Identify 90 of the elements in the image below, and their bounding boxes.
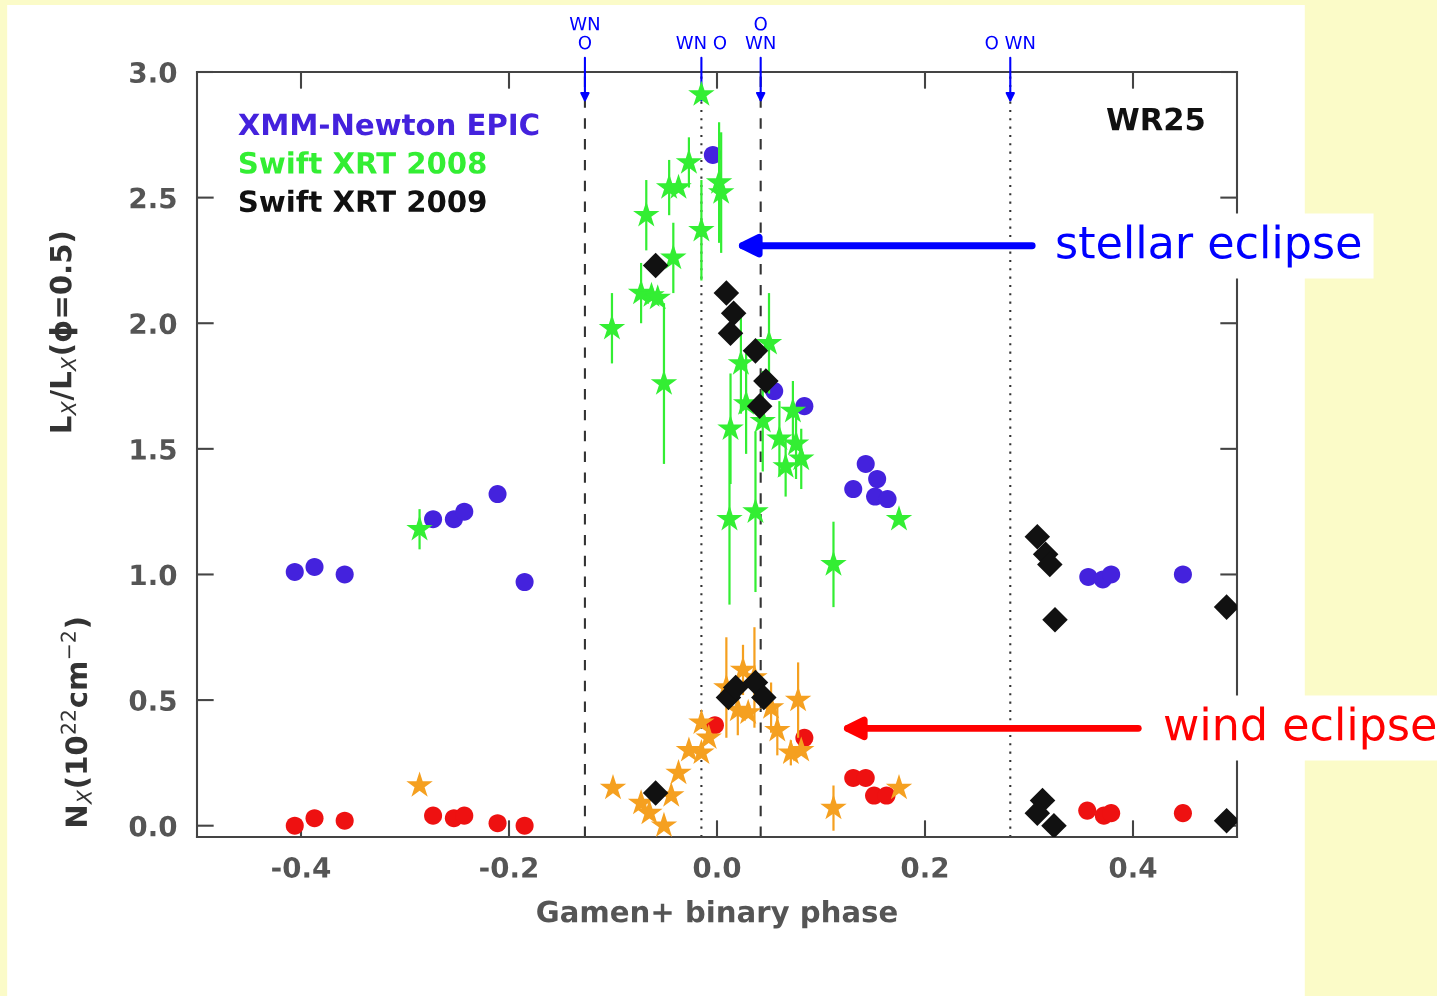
point bbox=[742, 338, 769, 364]
point bbox=[688, 708, 715, 734]
point bbox=[335, 565, 354, 584]
y-tick-label: 3.0 bbox=[130, 61, 177, 83]
x-tick-label: 0.2 bbox=[901, 856, 948, 878]
point bbox=[878, 490, 897, 509]
text: Swift XRT 2008 bbox=[239, 151, 486, 174]
point bbox=[746, 393, 773, 419]
point bbox=[779, 397, 807, 423]
point bbox=[695, 723, 722, 749]
point bbox=[688, 216, 715, 242]
point bbox=[633, 201, 660, 227]
ref-line-label: WN O bbox=[569, 17, 599, 50]
y-tick-label: 1.5 bbox=[131, 439, 176, 460]
point bbox=[1041, 812, 1067, 837]
point bbox=[285, 816, 304, 835]
annotation: WR25 bbox=[1106, 107, 1204, 131]
y-tick-label: 0.0 bbox=[129, 815, 177, 837]
point bbox=[599, 774, 627, 800]
point bbox=[642, 780, 669, 806]
point bbox=[788, 445, 815, 471]
point bbox=[406, 771, 433, 797]
point bbox=[488, 814, 507, 833]
point bbox=[642, 252, 669, 279]
point bbox=[660, 244, 687, 270]
point bbox=[844, 480, 863, 499]
text: XMM-Newton EPIC bbox=[238, 113, 539, 136]
point bbox=[727, 349, 755, 375]
y-tick-label: 1.0 bbox=[131, 564, 177, 586]
point bbox=[1042, 606, 1068, 633]
annotation: stellar eclipse bbox=[1057, 224, 1361, 268]
point bbox=[1102, 804, 1121, 823]
point bbox=[424, 510, 443, 529]
point bbox=[515, 816, 534, 835]
y-tick-label: 0.5 bbox=[129, 690, 176, 712]
x-tick-label: -0.2 bbox=[480, 856, 537, 878]
point bbox=[688, 80, 715, 106]
point bbox=[636, 799, 663, 825]
point bbox=[742, 669, 769, 696]
point bbox=[820, 794, 847, 820]
point bbox=[1173, 804, 1192, 823]
point bbox=[788, 736, 815, 762]
point bbox=[868, 469, 887, 489]
x-tick-label: -0.4 bbox=[272, 856, 331, 878]
point bbox=[885, 505, 913, 531]
point bbox=[713, 280, 740, 306]
y-tick-label: 2.0 bbox=[130, 313, 177, 335]
point bbox=[650, 811, 678, 837]
point bbox=[766, 424, 793, 451]
ref-line-label: O WN bbox=[985, 35, 1035, 50]
point bbox=[717, 414, 744, 440]
point bbox=[784, 686, 812, 712]
point bbox=[335, 811, 354, 830]
point bbox=[455, 806, 474, 825]
point bbox=[515, 572, 534, 592]
y-axis-title: L$_{X}$/L$_{X}$(ϕ=0.5) bbox=[49, 232, 78, 432]
point bbox=[455, 502, 474, 521]
point bbox=[665, 173, 692, 199]
point bbox=[1024, 524, 1051, 550]
point bbox=[1102, 565, 1121, 584]
point bbox=[717, 320, 744, 347]
point bbox=[716, 505, 743, 531]
point bbox=[406, 515, 433, 541]
point bbox=[742, 497, 769, 523]
text: Swift XRT 2009 bbox=[239, 189, 486, 213]
point bbox=[885, 774, 913, 800]
point bbox=[665, 759, 692, 785]
x-tick-label: 0.0 bbox=[693, 856, 741, 878]
point bbox=[488, 485, 507, 504]
point bbox=[856, 454, 875, 473]
point bbox=[305, 557, 324, 576]
ref-line-label: WN O bbox=[676, 35, 727, 50]
point bbox=[675, 148, 703, 174]
point bbox=[285, 562, 304, 581]
point bbox=[598, 314, 626, 340]
point bbox=[305, 809, 324, 828]
point bbox=[820, 550, 847, 576]
point bbox=[720, 300, 747, 326]
x-tick-label: 0.4 bbox=[1109, 856, 1157, 878]
annotation: wind eclipse bbox=[1164, 706, 1436, 750]
text: N$_{X}$(10$^{22}$cm$^{−2}$) bbox=[60, 618, 92, 827]
point bbox=[753, 368, 779, 394]
point bbox=[424, 806, 443, 825]
point bbox=[1078, 801, 1097, 820]
point bbox=[751, 684, 777, 711]
point bbox=[764, 716, 791, 742]
x-axis-title: Gamen+ binary phase bbox=[537, 899, 897, 929]
ref-line-label: O WN bbox=[745, 16, 775, 50]
point bbox=[1173, 565, 1192, 584]
y-tick-label: 2.5 bbox=[130, 187, 176, 209]
